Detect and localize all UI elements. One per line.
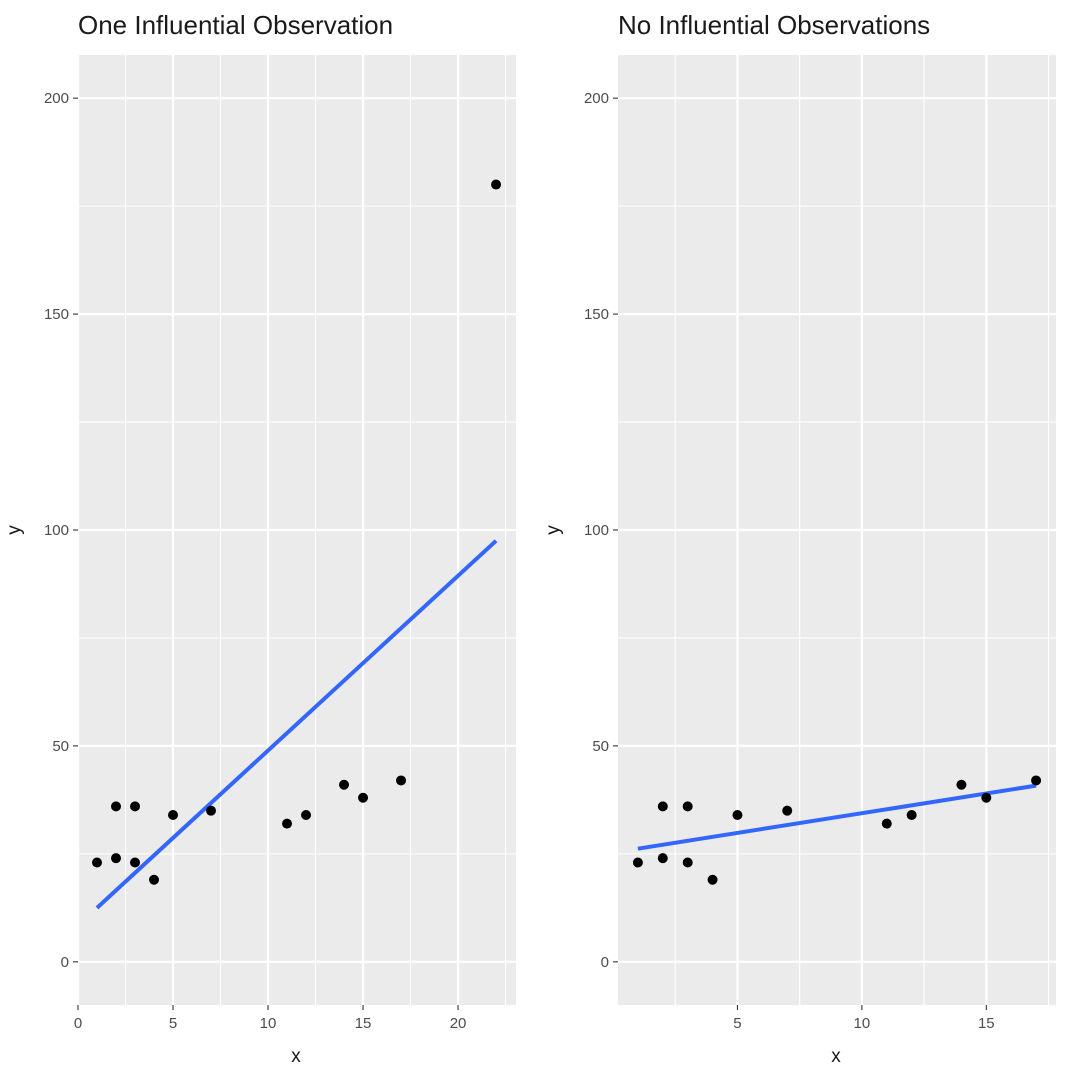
y-tick-label: 200 bbox=[44, 90, 69, 107]
x-tick-label: 0 bbox=[74, 1015, 82, 1032]
x-axis-title: x bbox=[291, 1046, 301, 1067]
data-point bbox=[906, 810, 917, 820]
x-tick-label: 5 bbox=[733, 1015, 741, 1032]
y-tick-label: 200 bbox=[584, 90, 609, 107]
data-point bbox=[168, 810, 179, 820]
x-tick-label: 20 bbox=[450, 1015, 467, 1032]
chart-title: One Influential Observation bbox=[78, 10, 393, 40]
data-point bbox=[206, 805, 217, 816]
data-point bbox=[130, 801, 141, 812]
y-tick-label: 50 bbox=[52, 738, 69, 755]
data-point bbox=[782, 805, 793, 816]
regression-line bbox=[95, 539, 498, 910]
y-tick-label: 100 bbox=[44, 522, 69, 539]
y-tick-label: 0 bbox=[61, 954, 69, 971]
x-tick-label: 10 bbox=[854, 1015, 871, 1032]
x-tick-label: 10 bbox=[260, 1015, 277, 1032]
data-point bbox=[732, 810, 743, 820]
chart-title: No Influential Observations bbox=[618, 10, 930, 40]
data-point bbox=[111, 801, 122, 812]
data-point bbox=[682, 801, 693, 812]
y-axis-title: y bbox=[4, 525, 25, 535]
data-point bbox=[1031, 775, 1042, 786]
data-point bbox=[149, 874, 160, 885]
data-point bbox=[707, 874, 718, 885]
data-point bbox=[339, 779, 350, 790]
data-point bbox=[981, 792, 992, 803]
data-point bbox=[282, 818, 293, 829]
plot-area: 0 50 100 150 200 0 5 10 15 20 bbox=[44, 55, 516, 1032]
panel-one-influential: One Influential Observation 050100150200… bbox=[4, 10, 516, 1067]
y-tick-label: 150 bbox=[44, 306, 69, 323]
y-tick-label: 50 bbox=[592, 738, 609, 755]
data-point bbox=[491, 179, 502, 190]
data-point bbox=[92, 857, 103, 868]
data-point bbox=[111, 853, 122, 864]
y-tick-label: 100 bbox=[584, 522, 609, 539]
data-point bbox=[956, 779, 967, 790]
data-point bbox=[657, 853, 668, 864]
x-tick-label: 15 bbox=[978, 1015, 995, 1032]
data-point bbox=[881, 818, 892, 829]
panel-no-influential: No Influential Observations 0 50 100 150 200… bbox=[543, 10, 1056, 1067]
y-tick-label: 150 bbox=[584, 306, 609, 323]
data-point bbox=[632, 857, 643, 868]
data-point bbox=[682, 857, 693, 868]
data-point bbox=[657, 801, 668, 812]
data-point bbox=[130, 857, 141, 868]
data-point bbox=[301, 810, 312, 820]
data-point bbox=[358, 792, 369, 803]
regression-line bbox=[637, 783, 1037, 851]
x-tick-label: 5 bbox=[169, 1015, 177, 1032]
x-axis-title: x bbox=[831, 1046, 841, 1067]
x-tick-label: 15 bbox=[355, 1015, 372, 1032]
y-tick-label: 0 bbox=[601, 954, 609, 971]
data-point bbox=[396, 775, 407, 786]
plot-area: 0 50 100 150 200 5 10 15 bbox=[584, 55, 1056, 1032]
y-axis-title: y bbox=[543, 525, 564, 535]
